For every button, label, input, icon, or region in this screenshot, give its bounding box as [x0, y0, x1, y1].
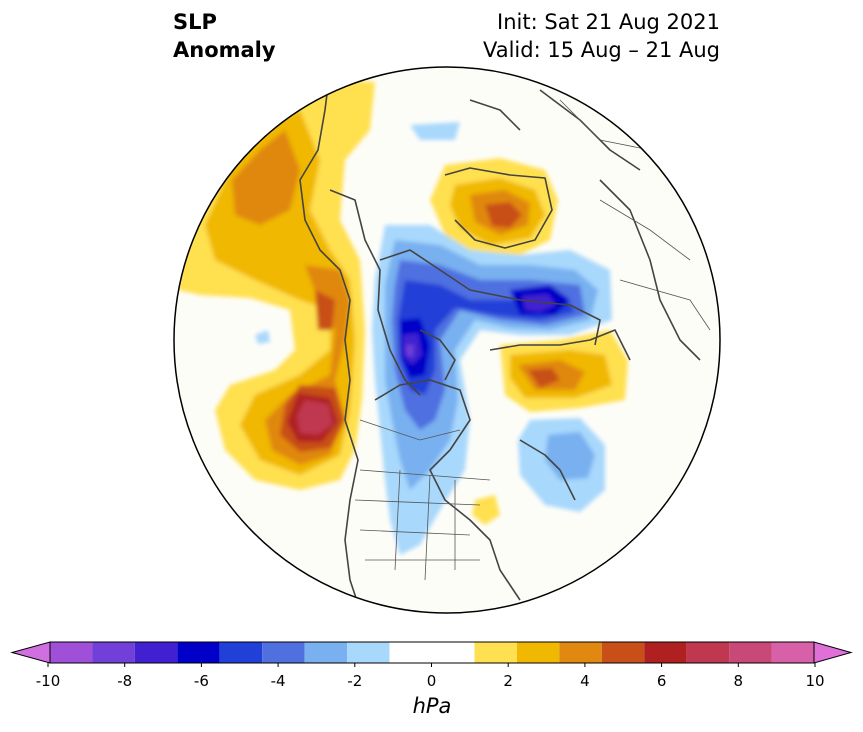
colorbar-cell — [601, 642, 645, 663]
colorbar-cell — [771, 642, 814, 663]
colorbar-cell — [729, 642, 772, 663]
colorbar-cell — [134, 642, 178, 663]
colorbar-tick-label: -2 — [347, 672, 363, 690]
colorbar-cell — [516, 642, 560, 663]
colorbar-tick-label: -10 — [35, 672, 61, 690]
map-boundary — [173, 66, 721, 614]
colorbar — [10, 641, 853, 667]
colorbar-cell — [644, 642, 687, 663]
colorbar-cells — [50, 642, 814, 663]
init-date: Init: Sat 21 Aug 2021 — [497, 10, 720, 34]
colorbar-tick-label: 6 — [656, 672, 667, 690]
colorbar-cell — [474, 642, 517, 663]
borders — [354, 99, 711, 581]
colorbar-cell — [92, 642, 135, 663]
colorbar-under-arrow — [10, 641, 51, 664]
colorbar-tick-label: 4 — [580, 672, 590, 690]
colorbar-cell — [347, 642, 390, 663]
colorbar-cell — [686, 642, 730, 663]
title-line-1: SLP — [173, 10, 217, 34]
colorbar-tick-label: -8 — [117, 672, 133, 690]
coastlines — [299, 69, 701, 611]
title-line-2: Anomaly — [173, 38, 276, 62]
anomaly-field — [178, 69, 711, 611]
colorbar-tick-label: 0 — [426, 672, 437, 690]
colorbar-over-arrow — [813, 641, 853, 664]
colorbar-tick-label: 8 — [733, 672, 744, 690]
colorbar-cell — [389, 642, 475, 663]
map-title: SLP Anomaly — [173, 8, 276, 64]
colorbar-tick-label: -4 — [270, 672, 286, 690]
colorbar-cell — [262, 642, 305, 663]
colorbar-ticks — [47, 663, 816, 667]
valid-range: Valid: 15 Aug – 21 Aug — [482, 38, 720, 62]
colorbar-tick-label: 2 — [503, 672, 513, 690]
colorbar-cell — [559, 642, 602, 663]
colorbar-cell — [219, 642, 263, 663]
colorbar-cell — [177, 642, 220, 663]
polar-map — [173, 66, 721, 614]
colorbar-cell — [304, 642, 348, 663]
run-info: Init: Sat 21 Aug 2021 Valid: 15 Aug – 21… — [483, 8, 720, 64]
colorbar-cell — [50, 642, 93, 663]
colorbar-unit-label: hPa — [412, 694, 452, 718]
colorbar-tick-label: 10 — [805, 672, 825, 690]
colorbar-tick-label: -6 — [193, 672, 209, 690]
